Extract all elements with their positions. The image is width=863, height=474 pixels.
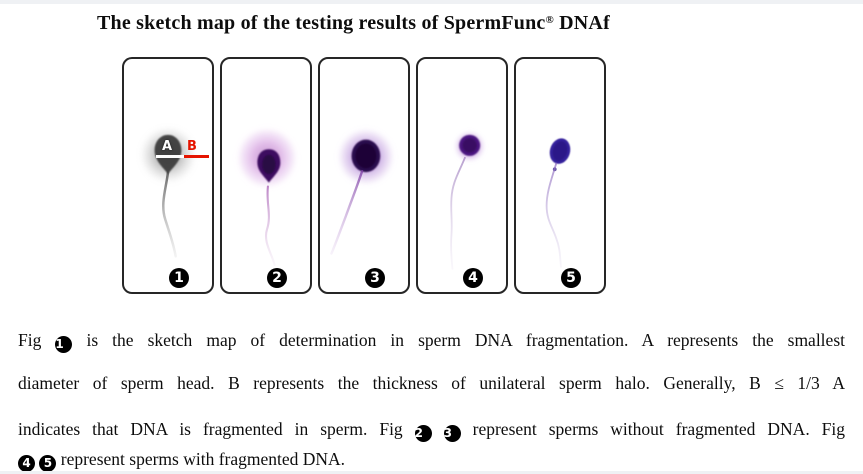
caption-text: represent sperms with fragmented DNA. — [56, 449, 346, 469]
panel-number-badge-3: 3 — [365, 268, 385, 288]
panel-2: 2 — [220, 57, 312, 294]
panel-number-badge-4: 4 — [463, 268, 483, 288]
figure-title-suffix: DNAf — [553, 12, 610, 34]
sperm-large-pink-halo-illustration — [236, 127, 298, 266]
figure-title: The sketch map of the testing results of… — [97, 7, 610, 36]
figure-title-text: The sketch map of the testing results of… — [97, 12, 546, 34]
head-diameter-line-a — [156, 155, 184, 158]
annotation-label-a: A — [162, 139, 173, 154]
sperm-gray-halo-illustration — [139, 126, 197, 258]
sperm-no-halo-illustration — [545, 138, 571, 268]
fig-ref-badge-4: 4 — [18, 455, 35, 472]
top-edge-strip — [0, 0, 863, 4]
sperm-purple-halo-illustration — [330, 128, 395, 255]
panel-5: 5 — [514, 57, 606, 294]
caption-line: diameter of sperm head. B represents the… — [18, 372, 845, 394]
panel-1: A B 1 — [122, 57, 214, 294]
panel-number-badge-2: 2 — [267, 268, 287, 288]
fig-ref-badge-2: 2 — [414, 425, 432, 442]
fig-ref-badge-1: 1 — [55, 336, 73, 353]
fig-ref-badge-3: 3 — [443, 425, 461, 442]
panel-number-badge-1: 1 — [169, 268, 189, 288]
caption-text: diameter of sperm head. B represents the… — [18, 373, 845, 393]
caption-text: Fig — [18, 330, 56, 350]
caption-line: Fig 1 is the sketch map of determination… — [18, 329, 845, 353]
halo-thickness-line-b — [184, 155, 209, 158]
caption-line: indicates that DNA is fragmented in sper… — [18, 418, 845, 442]
annotation-label-b: B — [187, 139, 197, 154]
caption-line: 4 5 represent sperms with fragmented DNA… — [18, 448, 845, 472]
registered-trademark: ® — [545, 14, 554, 26]
caption-text — [432, 419, 444, 439]
figure-caption: Fig 1 is the sketch map of determination… — [18, 329, 845, 472]
panel-4: 4 — [416, 57, 508, 294]
bottom-edge-strip — [0, 471, 863, 474]
caption-text: is the sketch map of determination in sp… — [72, 330, 845, 350]
panel-3: 3 — [318, 57, 410, 294]
sperm-small-halo-illustration — [450, 130, 486, 270]
caption-text: indicates that DNA is fragmented in sper… — [18, 419, 415, 439]
fig-ref-badge-5: 5 — [39, 455, 57, 472]
caption-text: represent sperms without fragmented DNA.… — [460, 419, 846, 439]
sperm-panels-row: A B 1 — [122, 57, 606, 294]
panel-number-badge-5: 5 — [561, 268, 581, 288]
